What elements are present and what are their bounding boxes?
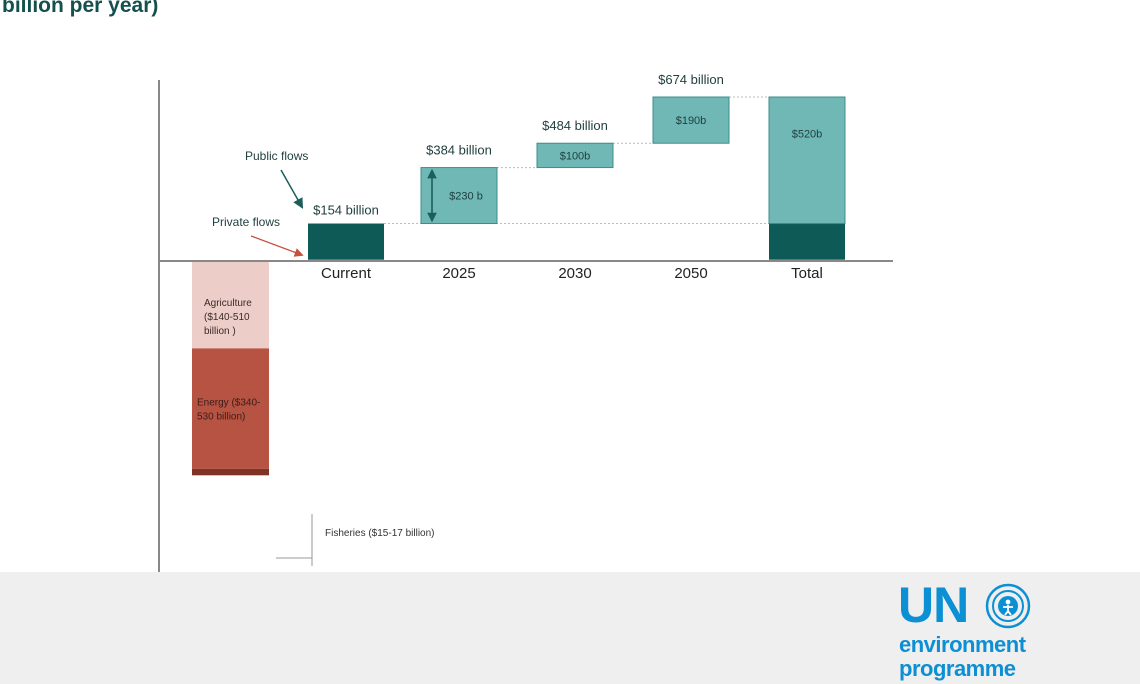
un-emblem-icon <box>985 583 1031 629</box>
public-flows-arrow-icon <box>280 169 304 209</box>
slide-title: billion per year) <box>2 0 159 17</box>
unep-logo: UN environment programme <box>898 580 1043 684</box>
data-label-current: $154 billion <box>313 203 379 218</box>
bar-inner-label-2025: $230 b <box>449 191 483 203</box>
logo-un-text: UN <box>898 577 969 633</box>
bar-inner-label-2050: $190b <box>676 115 707 127</box>
label-fisheries: Fisheries ($15-17 billion) <box>325 528 435 539</box>
annotation-public-flows: Public flows <box>245 149 308 163</box>
label-energy: Energy ($340-530 billion) <box>197 397 260 422</box>
bottom-band <box>0 572 1140 684</box>
bar-inner-label-total: $520b <box>792 129 823 141</box>
bar-increment-2050 <box>652 96 730 144</box>
annotation-private-flows: Private flows <box>212 215 280 229</box>
label-agriculture: Agriculture ($140-510 billion ) <box>204 298 252 337</box>
data-label-2030: $484 billion <box>542 118 608 133</box>
bar-negative-fisheries <box>192 468 269 476</box>
bar-current-public <box>308 223 384 260</box>
logo-environment-text: environment <box>899 632 1026 657</box>
x-tick-label-total: Total <box>791 265 823 282</box>
x-tick-label-current: Current <box>321 265 372 282</box>
bar-negative-agriculture <box>192 261 269 349</box>
logo-programme-text: programme <box>899 656 1016 681</box>
bar-negative-energy <box>192 348 269 469</box>
data-label-2025: $384 billion <box>426 143 492 158</box>
bar-increment-2030 <box>536 142 614 169</box>
x-tick-label-2025: 2025 <box>442 265 475 282</box>
bar-inner-label-2030: $100b <box>560 150 591 162</box>
data-label-2050: $674 billion <box>658 72 724 87</box>
plot-area <box>0 0 1140 572</box>
bar-total-public <box>769 223 845 260</box>
x-tick-label-2050: 2050 <box>674 265 707 282</box>
private-flows-arrow-icon <box>250 235 304 257</box>
x-tick-label-2030: 2030 <box>558 265 591 282</box>
bar-total-additional <box>768 96 846 225</box>
